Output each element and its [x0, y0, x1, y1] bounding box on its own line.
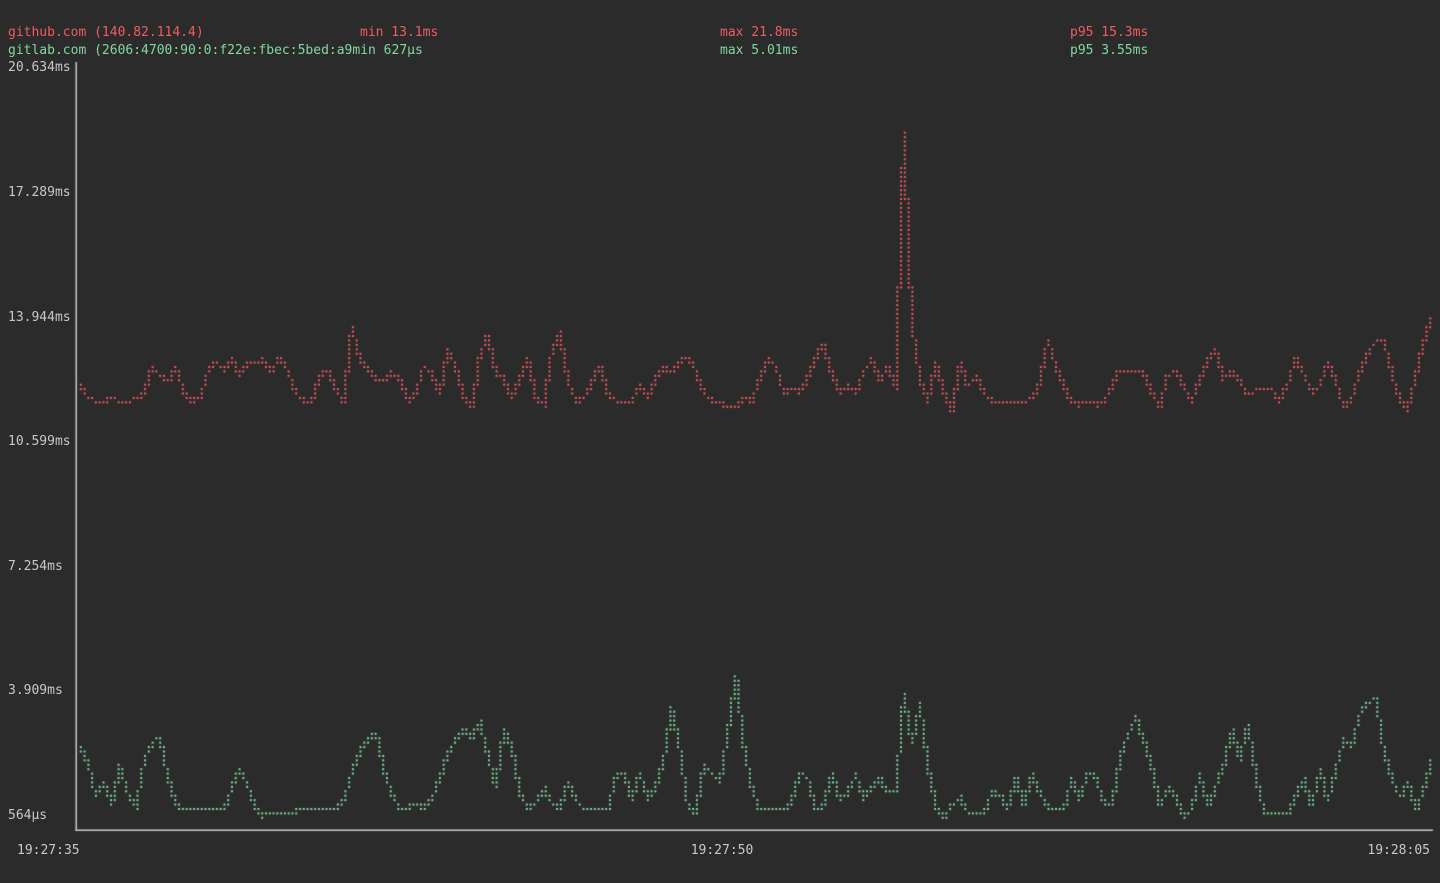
legend-p95-github: p95 15.3ms [1070, 25, 1149, 40]
legend-host-gitlab: gitlab.com (2606:4700:90:0:f22e:fbec:5be… [8, 43, 353, 58]
legend-max-github: max 21.8ms [720, 25, 799, 40]
y-axis-label-7: 564µs [8, 808, 48, 823]
legend-min-github: min 13.1ms [360, 25, 439, 40]
y-axis-label-5: 7.254ms [8, 559, 63, 574]
x-axis-label-middle: 19:27:50 [690, 843, 754, 858]
y-axis-label-3: 13.944ms [8, 310, 71, 325]
y-axis-label-1: 20.634ms [8, 60, 71, 75]
y-axis-label-4: 10.599ms [8, 434, 71, 449]
y-axis-label-2: 17.289ms [8, 185, 71, 200]
x-axis-label-end: 19:28:05 [1367, 843, 1430, 858]
legend-row-gitlab: gitlab.com (2606:4700:90:0:f22e:fbec:5be… [8, 42, 423, 60]
y-axis-label-6: 3.909ms [8, 683, 63, 698]
x-axis-label-start: 19:27:35 [17, 843, 80, 858]
legend-min-gitlab: min 627µs [352, 43, 423, 58]
legend-host-github: github.com (140.82.114.4) [8, 25, 204, 40]
legend-max-gitlab: max 5.01ms [720, 43, 799, 58]
legend-p95-gitlab: p95 3.55ms [1070, 43, 1149, 58]
